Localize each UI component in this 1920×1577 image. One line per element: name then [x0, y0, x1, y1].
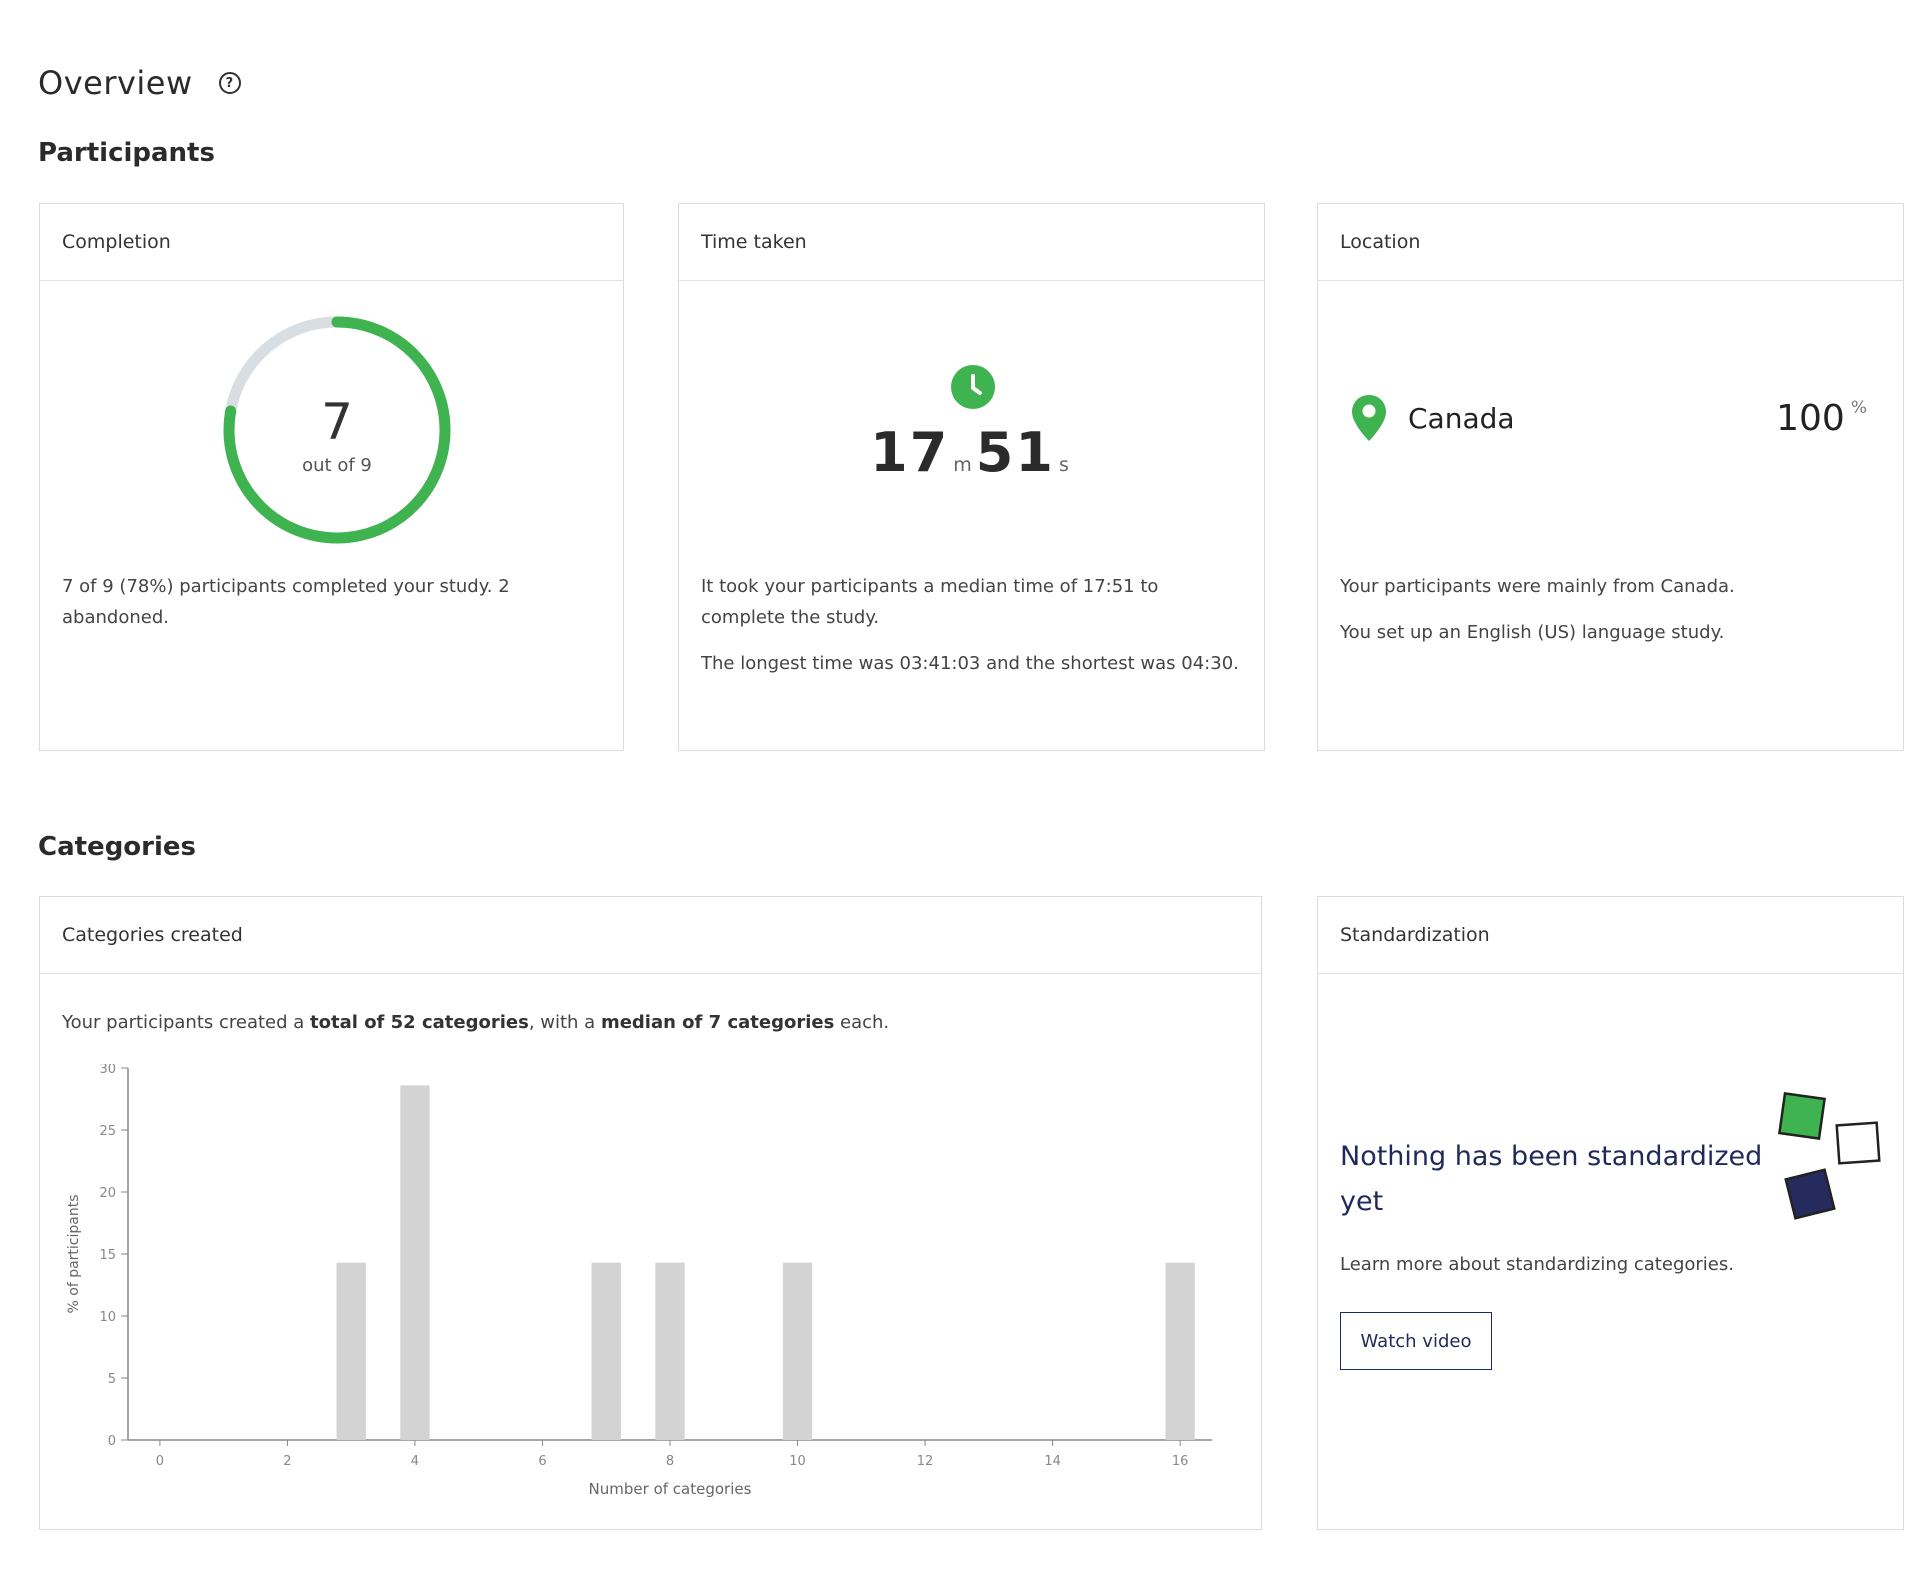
x-tick-label: 8 [666, 1454, 674, 1469]
bar [336, 1262, 366, 1440]
time-taken-card-header: Time taken [679, 204, 1264, 281]
time-taken-card: Time taken 17 m51 s It took your participa… [678, 203, 1265, 751]
location-description-1: Your participants were mainly from Canad… [1340, 576, 1735, 597]
summary-total: total of 52 categories [310, 1012, 529, 1033]
y-tick-label: 15 [99, 1248, 116, 1263]
completion-donut: 7 out of 9 [218, 311, 456, 549]
y-tick-label: 0 [108, 1434, 116, 1449]
completion-card-header: Completion [40, 204, 623, 281]
location-percent-value: 100 [1776, 397, 1845, 439]
green-card-shape [1777, 1091, 1827, 1141]
x-tick-label: 6 [538, 1454, 546, 1469]
summary-prefix: Your participants created a [62, 1012, 311, 1033]
categories-summary: Your participants created a total of 52 … [62, 1012, 889, 1033]
x-tick-label: 12 [917, 1454, 934, 1469]
y-tick-label: 10 [99, 1310, 116, 1325]
summary-suffix: each. [834, 1012, 890, 1033]
completion-count: 7 [321, 393, 353, 451]
completion-out-of: out of 9 [302, 455, 372, 476]
completion-donut-chart [223, 316, 451, 544]
map-pin-icon [1352, 395, 1386, 441]
location-card: Location Canada 100% Your participants w… [1317, 203, 1904, 751]
location-country: Canada [1408, 401, 1515, 435]
standardization-empty-title: Nothing has been standardized yet [1340, 1141, 1763, 1217]
location-card-header: Location [1318, 204, 1903, 281]
page-title: Overview ? [38, 64, 241, 102]
standardization-card: Standardization Nothing has been standar… [1317, 896, 1904, 1530]
location-percent-symbol: % [1850, 397, 1867, 418]
bar [782, 1262, 813, 1440]
categories-section-title: Categories [38, 832, 197, 862]
categories-bar-chart: 0 5 10 15 20 25 30 0 2 4 6 8 10 12 14 16 Number of categ… [66, 1064, 1212, 1498]
y-axis-label: % of participants [66, 1194, 82, 1313]
location-description-2: You set up an English (US) language stud… [1340, 622, 1725, 643]
bar [655, 1262, 685, 1440]
location-percent: 100% [1776, 398, 1867, 439]
median-time: 17 m51 s [679, 421, 1264, 484]
completion-card: Completion 7 out of 9 7 of 9 (78%) parti… [39, 203, 624, 751]
x-tick-label: 4 [411, 1454, 419, 1469]
donut-progress [223, 316, 451, 544]
bar [591, 1262, 621, 1440]
completion-description: 7 of 9 (78%) participants completed your… [62, 576, 510, 628]
participants-section-title: Participants [38, 138, 215, 168]
categories-created-card-header: Categories created [40, 897, 1261, 974]
x-tick-label: 0 [156, 1454, 164, 1469]
navy-card-shape [1784, 1168, 1836, 1220]
categories-created-card: Categories created Your participants cre… [39, 896, 1262, 1530]
x-tick-label: 16 [1172, 1454, 1189, 1469]
white-card-shape [1835, 1121, 1881, 1165]
x-tick-label: 14 [1044, 1454, 1061, 1469]
time-description-2: The longest time was 03:41:03 and the sh… [701, 653, 1239, 674]
minutes-unit: m [953, 454, 972, 476]
page-title-text: Overview [38, 64, 193, 102]
standardization-card-header: Standardization [1318, 897, 1903, 974]
median-seconds: 51 [975, 421, 1055, 484]
help-icon[interactable]: ? [218, 72, 241, 94]
y-tick-label: 20 [99, 1186, 116, 1201]
standardization-description: Learn more about standardizing categorie… [1340, 1254, 1734, 1275]
y-tick-label: 25 [99, 1124, 116, 1139]
x-tick-label: 2 [283, 1454, 291, 1469]
median-minutes: 17 [870, 421, 950, 484]
x-axis-label: Number of categories [589, 1480, 752, 1498]
summary-median: median of 7 categories [600, 1012, 835, 1033]
watch-video-button[interactable]: Watch video [1340, 1312, 1492, 1370]
location-row: Canada 100% [1350, 393, 1867, 443]
y-tick-label: 30 [99, 1064, 116, 1077]
standardization-illustration [1777, 1091, 1881, 1220]
bar [1165, 1262, 1195, 1440]
summary-mid: , with a [528, 1012, 601, 1033]
x-tick-label: 10 [789, 1454, 806, 1469]
y-tick-label: 5 [108, 1372, 116, 1387]
seconds-unit: s [1058, 454, 1069, 476]
clock-icon [951, 365, 995, 409]
time-description-1: It took your participants a median time … [701, 576, 1159, 628]
bar [400, 1085, 430, 1440]
